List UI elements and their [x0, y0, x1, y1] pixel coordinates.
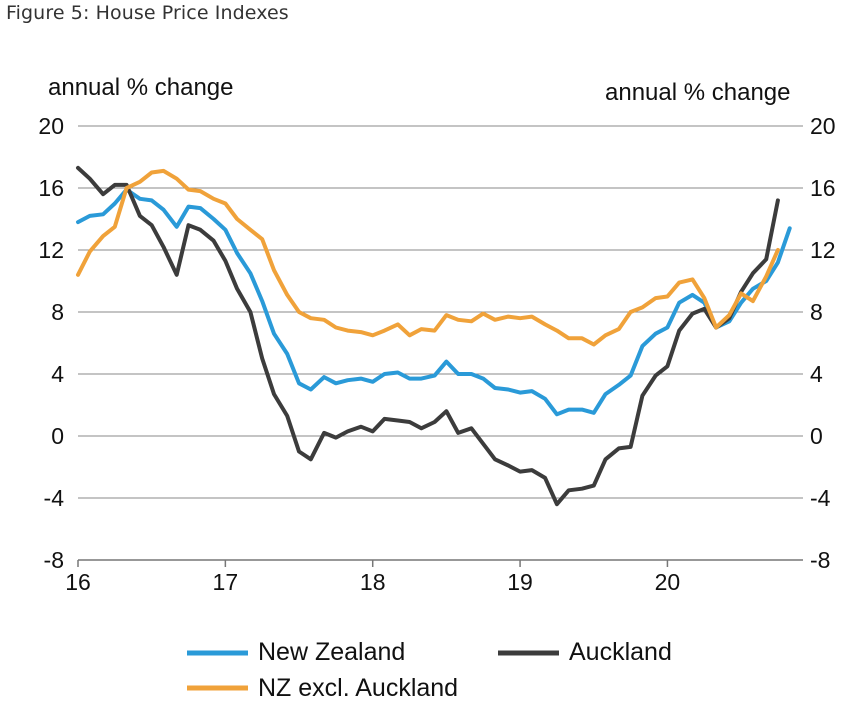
y-tick-label-right: -8: [810, 547, 830, 573]
y-tick-label-right: 16: [810, 175, 836, 201]
y-tick-label-left: 12: [38, 237, 64, 263]
x-tick-label: 20: [655, 569, 681, 595]
y-tick-label-left: 0: [51, 423, 64, 449]
x-tick-label: 16: [65, 569, 91, 595]
series-line-new-zealand: [76, 187, 792, 417]
y-tick-label-left: -8: [44, 547, 64, 573]
y-tick-label-right: 20: [810, 113, 836, 139]
y-ticks-right: 20 16 12 8 4 0 -4 -8: [810, 113, 836, 573]
y-tick-label-left: 8: [51, 299, 64, 325]
series-line-nz-excl-auckland: [76, 168, 780, 347]
legend-label-new-zealand: New Zealand: [258, 638, 405, 666]
x-axis: [77, 559, 803, 567]
y-tick-label-left: 16: [38, 175, 64, 201]
legend: New Zealand Auckland NZ excl. Auckland: [187, 638, 672, 702]
y-axis-title-right: annual % change: [605, 79, 790, 106]
series-line-auckland: [76, 165, 780, 507]
y-tick-label-right: 0: [810, 423, 823, 449]
y-tick-label-right: 8: [810, 299, 823, 325]
x-ticks: 16 17 18 19 20: [65, 569, 680, 595]
legend-label-nz-excl-auckland: NZ excl. Auckland: [258, 674, 458, 702]
y-ticks-left: 20 16 12 8 4 0 -4 -8: [38, 113, 64, 573]
legend-label-auckland: Auckland: [569, 638, 672, 666]
y-tick-label-left: 4: [51, 361, 64, 387]
series-lines: [76, 165, 792, 507]
x-tick-label: 17: [213, 569, 239, 595]
x-tick-label: 19: [507, 569, 533, 595]
y-tick-label-left: 20: [38, 113, 64, 139]
figure-title: Figure 5: House Price Indexes: [6, 2, 289, 24]
grid-lines: [78, 125, 803, 561]
x-tick-label: 18: [360, 569, 386, 595]
y-tick-label-right: 4: [810, 361, 823, 387]
y-tick-label-right: -4: [810, 485, 831, 511]
y-tick-label-right: 12: [810, 237, 836, 263]
y-axis-title-left: annual % change: [48, 74, 233, 101]
y-tick-label-left: -4: [44, 485, 65, 511]
